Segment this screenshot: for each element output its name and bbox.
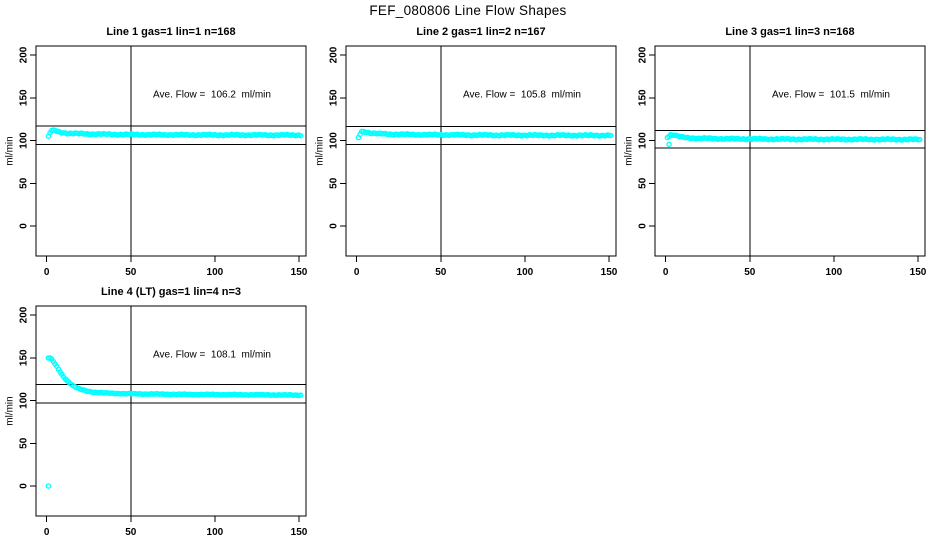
- svg-text:0: 0: [19, 483, 30, 489]
- svg-text:0: 0: [663, 267, 669, 278]
- svg-text:50: 50: [329, 177, 340, 189]
- average-flow-annotation: Ave. Flow = 108.1 ml/min: [153, 349, 271, 361]
- svg-text:100: 100: [19, 392, 30, 409]
- svg-text:50: 50: [19, 177, 30, 189]
- svg-text:150: 150: [601, 267, 618, 278]
- svg-text:150: 150: [291, 527, 308, 538]
- svg-text:0: 0: [44, 527, 50, 538]
- plot-canvas: 0 50 100 150 200 0 50 100 150: [329, 45, 618, 278]
- panel-title: Line 1 gas=1 lin=1 n=168: [106, 26, 236, 38]
- svg-text:50: 50: [125, 267, 137, 278]
- svg-text:150: 150: [19, 89, 30, 106]
- svg-text:0: 0: [354, 267, 360, 278]
- average-flow-annotation: Ave. Flow = 106.2 ml/min: [153, 89, 271, 101]
- plot-canvas: 0 50 100 150 200 0 50 100 150: [19, 305, 308, 538]
- svg-text:100: 100: [19, 132, 30, 149]
- average-flow-annotation: Ave. Flow = 101.5 ml/min: [772, 89, 890, 101]
- panel-title: Line 4 (LT) gas=1 lin=4 n=3: [100, 286, 242, 298]
- svg-text:100: 100: [329, 132, 340, 149]
- svg-text:200: 200: [19, 46, 30, 63]
- svg-text:0: 0: [44, 267, 50, 278]
- svg-text:200: 200: [19, 306, 30, 323]
- svg-text:100: 100: [207, 267, 224, 278]
- panel-title: Line 3 gas=1 lin=3 n=168: [725, 26, 855, 38]
- svg-text:0: 0: [329, 223, 340, 229]
- svg-text:50: 50: [638, 177, 649, 189]
- svg-text:50: 50: [125, 527, 137, 538]
- page-title: FEF_080806 Line Flow Shapes: [369, 3, 567, 18]
- panel-line-1: Line 1 gas=1 lin=1 n=168 ml/min Ave. Flo…: [1, 22, 309, 280]
- plot-canvas: 0 50 100 150 200 0 50 100 150: [638, 45, 927, 278]
- average-flow-annotation: Ave. Flow = 105.8 ml/min: [463, 89, 581, 101]
- svg-text:100: 100: [826, 267, 843, 278]
- panel-line-4: Line 4 (LT) gas=1 lin=4 n=3 ml/min Ave. …: [1, 282, 309, 540]
- plot-canvas: 0 50 100 150 200 0 50 100 150: [19, 45, 308, 278]
- svg-text:0: 0: [19, 223, 30, 229]
- svg-text:150: 150: [910, 267, 927, 278]
- svg-text:50: 50: [435, 267, 447, 278]
- svg-text:150: 150: [19, 349, 30, 366]
- svg-text:0: 0: [638, 223, 649, 229]
- svg-text:150: 150: [291, 267, 308, 278]
- svg-text:100: 100: [638, 132, 649, 149]
- svg-text:100: 100: [207, 527, 224, 538]
- panel-line-3: Line 3 gas=1 lin=3 n=168 ml/min Ave. Flo…: [620, 22, 928, 280]
- svg-text:50: 50: [19, 437, 30, 449]
- svg-text:100: 100: [517, 267, 534, 278]
- svg-text:200: 200: [329, 46, 340, 63]
- svg-text:150: 150: [638, 89, 649, 106]
- svg-text:200: 200: [638, 46, 649, 63]
- svg-text:150: 150: [329, 89, 340, 106]
- panel-line-2: Line 2 gas=1 lin=2 n=167 ml/min Ave. Flo…: [311, 22, 619, 280]
- svg-text:50: 50: [744, 267, 756, 278]
- panel-title: Line 2 gas=1 lin=2 n=167: [416, 26, 546, 38]
